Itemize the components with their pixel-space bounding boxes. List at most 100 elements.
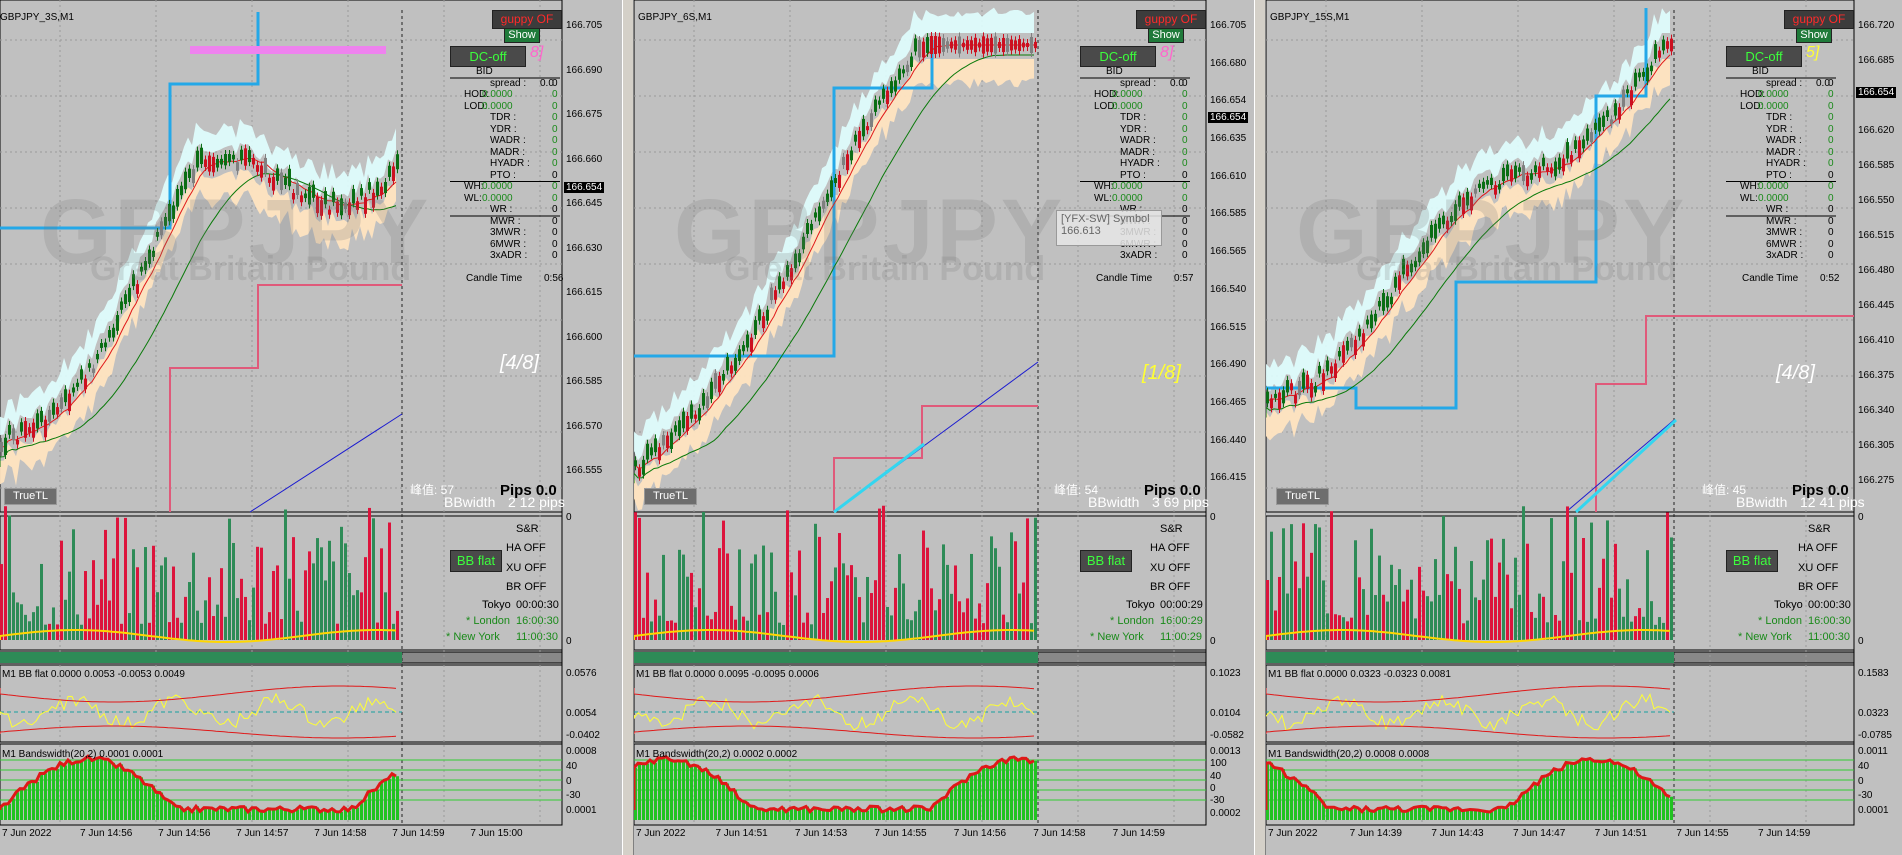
volume-bar <box>1510 608 1513 640</box>
br-toggle[interactable]: BR OFF <box>1798 581 1839 593</box>
bb-flat-button[interactable]: BB flat <box>450 550 502 572</box>
price-tick: 166.690 <box>566 64 603 76</box>
br-toggle[interactable]: BR OFF <box>1150 581 1191 593</box>
candle <box>818 206 821 222</box>
subwindow-0[interactable] <box>634 0 1207 513</box>
candle <box>344 202 347 209</box>
dc-off-button[interactable]: DC-off <box>450 46 526 67</box>
candle <box>328 209 331 215</box>
bandwidth-bar <box>1670 796 1673 820</box>
candle <box>1374 313 1377 322</box>
candle <box>1470 196 1473 211</box>
candle <box>1450 215 1453 222</box>
guppy-toggle-button[interactable]: guppy OF <box>1136 10 1206 29</box>
ha-toggle[interactable]: HA OFF <box>1150 542 1190 554</box>
volume-bar <box>722 520 725 640</box>
price-tick: 166.565 <box>1210 246 1247 258</box>
volume-bar <box>1566 506 1569 640</box>
info-zero: 0 <box>1182 146 1188 158</box>
volume-bar <box>1434 559 1437 640</box>
bandwidth-bar <box>1646 778 1649 820</box>
show-button[interactable]: Show <box>504 28 540 43</box>
volume-bar <box>646 572 649 640</box>
bandwidth-bar <box>344 807 347 820</box>
bandwidth-axis-label: 0 <box>1210 783 1216 794</box>
true-tl-button[interactable]: TrueTL <box>644 488 698 505</box>
subwindow-3[interactable] <box>0 664 563 743</box>
volume-bar <box>850 565 853 640</box>
candle <box>914 38 917 52</box>
bandwidth-bar <box>906 811 909 820</box>
bandwidth-bar <box>1426 806 1429 820</box>
volume-bar <box>392 623 395 640</box>
bandwidth-bar <box>1326 807 1329 820</box>
volume-bar <box>994 548 997 640</box>
info-zero: 0 <box>552 169 558 181</box>
chart-canvas[interactable] <box>634 0 1254 855</box>
bandwidth-bar <box>1422 806 1425 820</box>
subwindow-0[interactable] <box>1266 0 1855 513</box>
bandwidth-bar <box>654 762 657 820</box>
chart-panel-2[interactable]: GBPJPY Great Britain Pound GBPJPY_6S,M1 166… <box>634 0 1254 855</box>
br-toggle[interactable]: BR OFF <box>506 581 547 593</box>
bandwidth-bar <box>0 807 3 820</box>
candle <box>84 378 87 390</box>
bandwidth-bar <box>686 760 689 820</box>
guppy-toggle-button[interactable]: guppy OF <box>1784 10 1854 29</box>
panel-separator-1[interactable] <box>622 0 634 855</box>
info-value-spread: 0.0 <box>540 77 554 89</box>
subwindow-0[interactable] <box>0 0 563 513</box>
info-zero: 0 <box>552 77 558 89</box>
chart-panel-1[interactable]: GBPJPY Great Britain Pound GBPJPY_3S,M1 166… <box>0 0 622 855</box>
bandwidth-bar <box>28 782 31 820</box>
subwindow-3[interactable] <box>634 664 1207 743</box>
candle <box>898 68 901 80</box>
bandwidth-bar <box>1610 759 1613 820</box>
bandwidth-bar <box>1378 808 1381 820</box>
bandwidth-bar <box>124 770 127 820</box>
volume-bar <box>642 617 645 640</box>
indicator-axis-label: 0 <box>1858 512 1864 523</box>
bb-flat-button[interactable]: BB flat <box>1726 550 1778 572</box>
subwindow-3[interactable] <box>1266 664 1855 743</box>
bandwidth-bar <box>1298 781 1301 820</box>
candle <box>192 169 195 184</box>
chart-canvas[interactable] <box>0 0 622 855</box>
bandwidth-bar <box>950 789 953 820</box>
ha-toggle[interactable]: HA OFF <box>1798 542 1838 554</box>
candle <box>1438 217 1441 229</box>
volume-bar <box>108 600 111 640</box>
xu-toggle[interactable]: XU OFF <box>506 562 547 574</box>
show-button[interactable]: Show <box>1148 28 1184 43</box>
info-label-wr: WR : <box>1766 204 1789 215</box>
show-button[interactable]: Show <box>1796 28 1832 43</box>
bandwidth-bar <box>168 800 171 820</box>
chart-canvas[interactable] <box>1266 0 1902 855</box>
volume-bar <box>742 616 745 640</box>
candle <box>1314 385 1317 393</box>
chart-panel-3[interactable]: GBPJPY Great Britain Pound GBPJPY_15S,M1 16… <box>1266 0 1902 855</box>
candle <box>1026 42 1029 48</box>
info-label-wadr: WADR : <box>490 135 526 146</box>
bandwidth-bar <box>48 769 51 820</box>
candle <box>140 266 143 272</box>
panel-separator-2[interactable] <box>1254 0 1266 855</box>
guppy-toggle-button[interactable]: guppy OF <box>492 10 562 29</box>
volume-bar <box>316 538 319 640</box>
xu-toggle[interactable]: XU OFF <box>1798 562 1839 574</box>
dc-off-button[interactable]: DC-off <box>1080 46 1156 67</box>
bandwidth-bar <box>260 810 263 820</box>
price-tick: 166.705 <box>566 20 603 31</box>
bandwidth-bar <box>1418 806 1421 820</box>
volume-bar <box>140 623 143 640</box>
bb-flat-button[interactable]: BB flat <box>1080 550 1132 572</box>
dc-off-button[interactable]: DC-off <box>1726 46 1802 67</box>
bandwidth-bar <box>208 807 211 820</box>
true-tl-button[interactable]: TrueTL <box>4 488 58 505</box>
true-tl-button[interactable]: TrueTL <box>1276 488 1330 505</box>
xu-toggle[interactable]: XU OFF <box>1150 562 1191 574</box>
ha-toggle[interactable]: HA OFF <box>506 542 546 554</box>
level-fraction-label: [1/8] <box>1142 362 1181 384</box>
candle <box>962 42 965 48</box>
candle <box>982 36 985 54</box>
